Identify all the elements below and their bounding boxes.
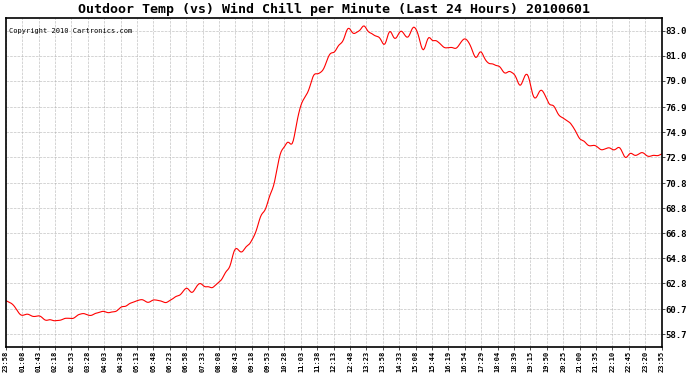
Title: Outdoor Temp (vs) Wind Chill per Minute (Last 24 Hours) 20100601: Outdoor Temp (vs) Wind Chill per Minute … (78, 3, 590, 16)
Text: Copyright 2010 Cartronics.com: Copyright 2010 Cartronics.com (9, 28, 132, 34)
